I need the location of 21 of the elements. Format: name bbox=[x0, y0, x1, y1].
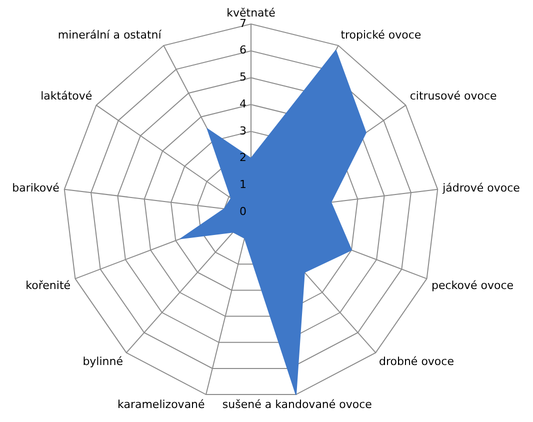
y-tick-label: 1 bbox=[240, 178, 246, 191]
spoke-label: minerální a ostatní bbox=[58, 28, 162, 42]
spoke-label: citrusové ovoce bbox=[410, 90, 497, 103]
y-tick-label: 5 bbox=[240, 70, 246, 84]
spoke-label: květnaté bbox=[226, 6, 276, 20]
spoke-label: karamelizované bbox=[118, 398, 206, 411]
spoke-label: jádrové ovoce bbox=[442, 182, 520, 195]
spoke-label: bylinné bbox=[82, 354, 124, 368]
spoke-label: laktátové bbox=[40, 90, 92, 103]
y-tick-label: 3 bbox=[240, 124, 246, 138]
spoke-label: drobné ovoce bbox=[378, 354, 454, 368]
y-tick-label: 6 bbox=[240, 44, 246, 57]
spoke-label: barikové bbox=[12, 182, 60, 195]
y-tick-label: 2 bbox=[240, 151, 246, 164]
spoke-label: tropické ovoce bbox=[340, 28, 422, 42]
y-tick-label: 4 bbox=[240, 97, 246, 110]
spoke-label: peckové ovoce bbox=[431, 278, 514, 292]
spoke-label: kořenité bbox=[26, 278, 71, 292]
y-tick-label: 0 bbox=[240, 204, 246, 218]
spoke-label: sušené a kandované ovoce bbox=[222, 398, 372, 411]
y-tick-label: 7 bbox=[240, 16, 246, 30]
